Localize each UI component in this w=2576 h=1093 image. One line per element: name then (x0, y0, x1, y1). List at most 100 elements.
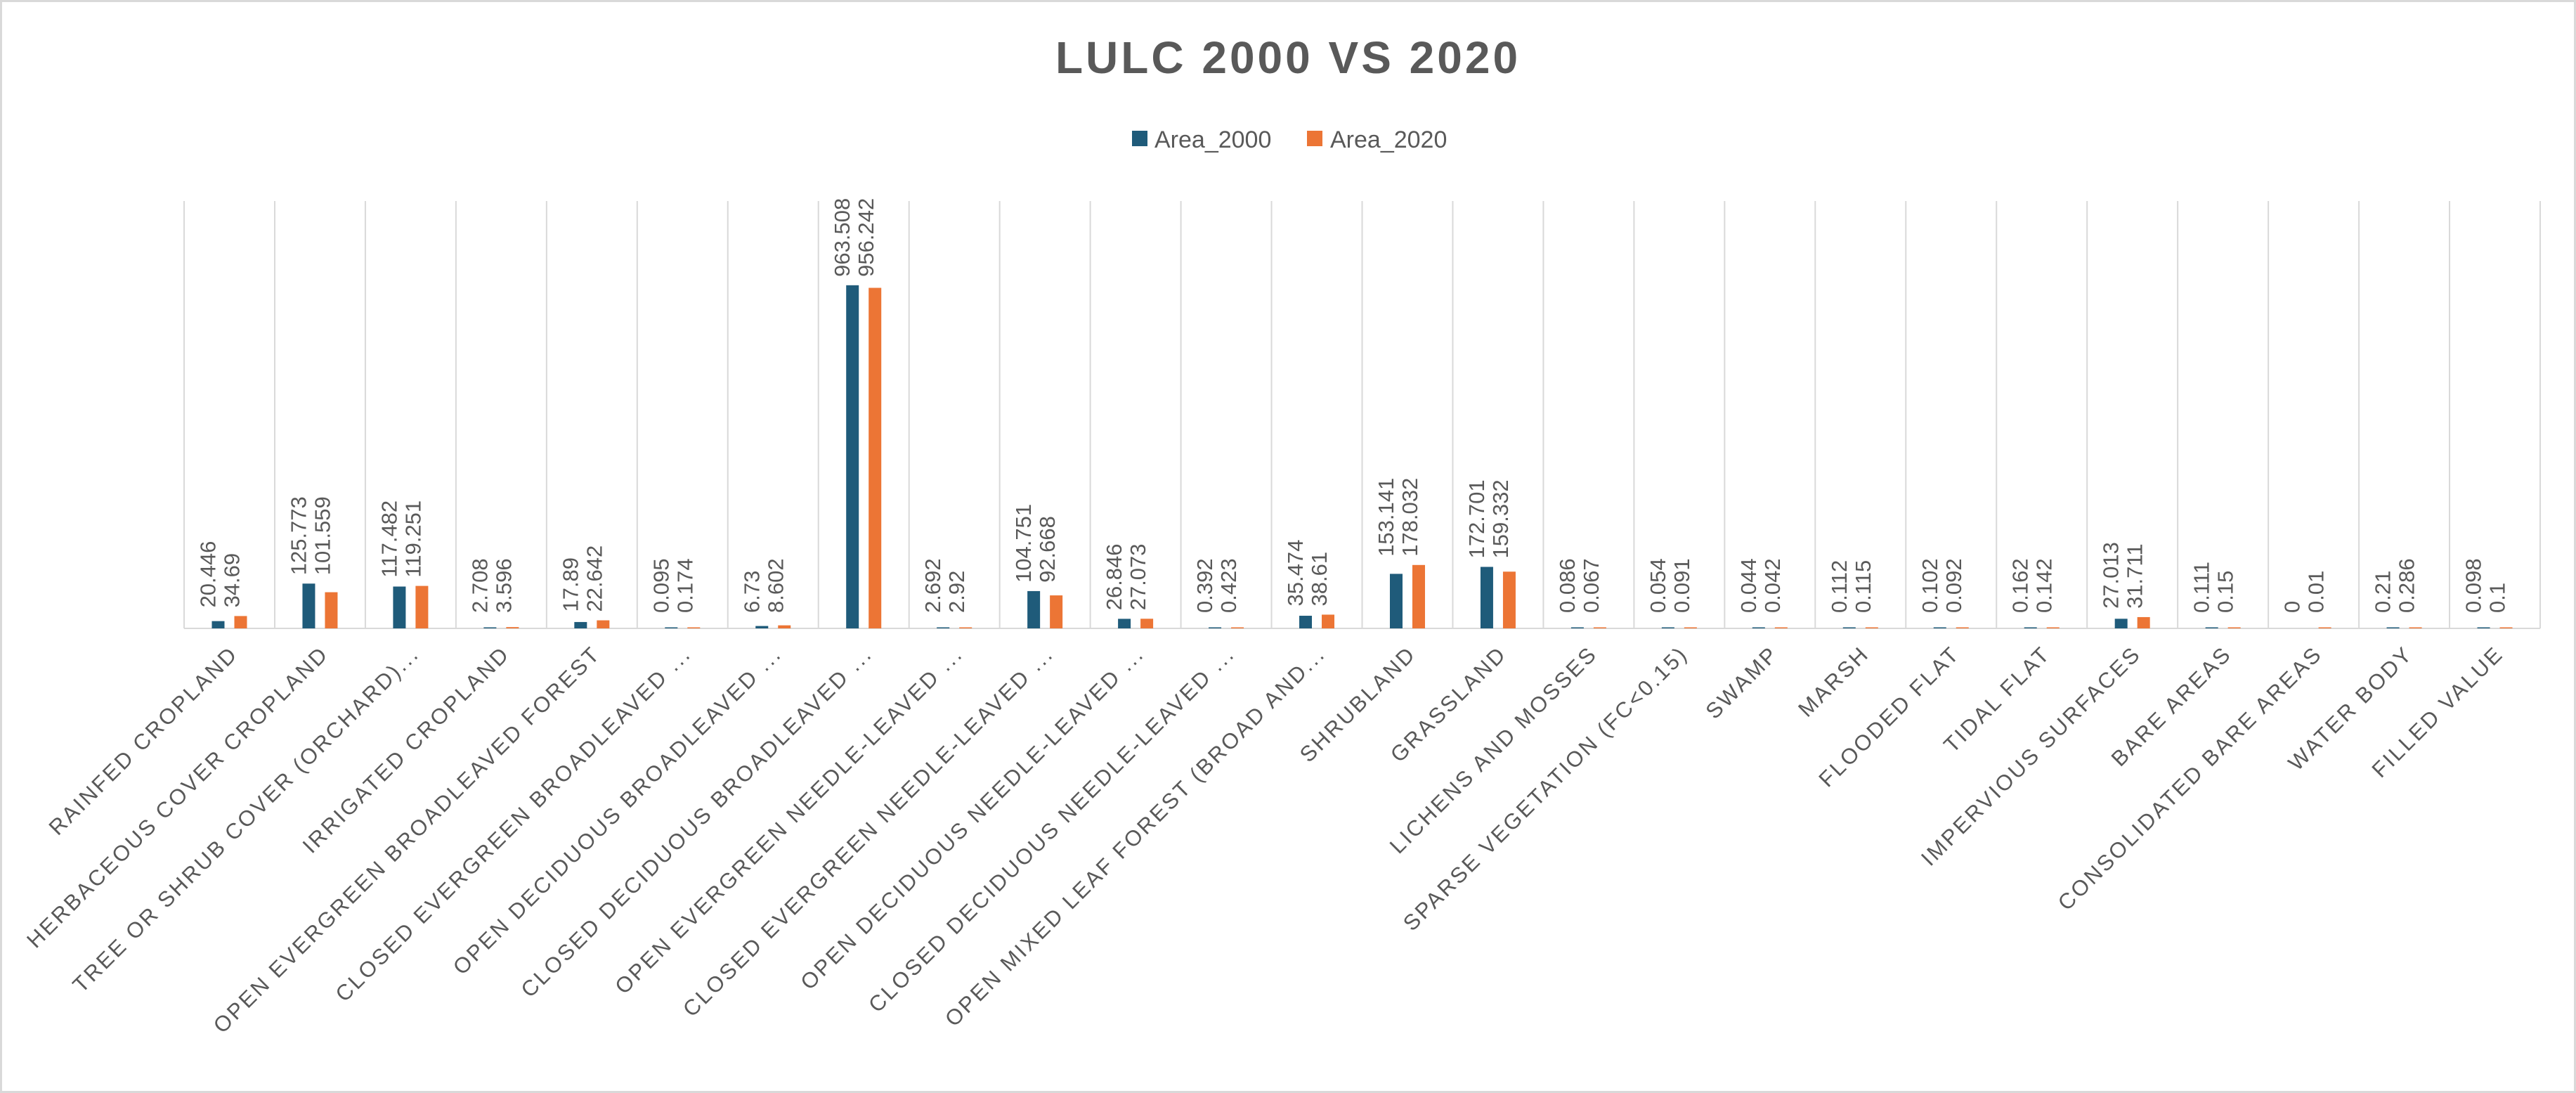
category-label-marsh: MARSH (1793, 641, 1874, 722)
category-label-tree-or-shrub-cover-orchard: TREE OR SHRUB COVER (ORCHARD)... (68, 641, 424, 997)
data-label-area-2000-bare-areas: 0.111 (2190, 562, 2214, 613)
data-label-area-2000-herbaceous-cover-cropland: 125.773 (286, 496, 311, 575)
data-label-area-2000-closed-deciduous-needle-leaved: 0.392 (1192, 558, 1217, 613)
bar-area-2020-swamp (1774, 627, 1788, 628)
bar-area-2000-flooded-flat (1933, 627, 1946, 628)
data-label-area-2000-shrubland: 153.141 (1374, 478, 1398, 557)
bar-area-2000-marsh (1842, 627, 1856, 628)
bar-area-2000-shrubland (1389, 574, 1403, 628)
bar-area-2000-open-mixed-leaf-forest-broad-and (1299, 616, 1313, 628)
bar-area-2000-open-deciduous-needle-leaved (1118, 619, 1131, 628)
data-label-area-2020-tree-or-shrub-cover-orchard: 119.251 (401, 500, 425, 578)
bar-area-2000-closed-deciduous-broadleaved (846, 285, 859, 628)
bar-area-2000-grassland (1480, 567, 1493, 628)
bar-area-2000-closed-evergreen-needle-leaved (1027, 590, 1041, 628)
data-label-area-2020-sparse-vegetation-fc-0-15: 0.091 (1670, 558, 1694, 613)
bar-area-2020-grassland (1502, 571, 1516, 628)
bar-area-2020-sparse-vegetation-fc-0-15 (1684, 627, 1697, 628)
data-label-area-2020-closed-deciduous-broadleaved: 956.242 (854, 198, 878, 277)
data-label-area-2020-closed-evergreen-broadleaved: 0.174 (672, 558, 697, 613)
bar-area-2020-closed-evergreen-broadleaved (687, 627, 701, 628)
data-label-area-2000-open-deciduous-needle-leaved: 26.846 (1102, 543, 1126, 610)
bar-area-2000-impervious-surfaces (2114, 619, 2128, 628)
plot-area: 20.446 34.69 RAINFED CROPLAND 125.773 101.55… (22, 198, 2541, 1038)
category-label-closed-deciduous-broadleaved: CLOSED DECIDUOUS BROADLEAVED ... (516, 641, 877, 1002)
data-label-area-2000-tidal-flat: 0.162 (2008, 558, 2033, 613)
bar-area-2000-water-body (2386, 627, 2400, 628)
data-label-area-2000-grassland: 172.701 (1464, 479, 1489, 558)
data-label-area-2020-lichens-and-mosses: 0.067 (1579, 558, 1604, 613)
data-label-area-2020-water-body: 0.286 (2395, 558, 2419, 613)
bar-area-2020-water-body (2409, 627, 2422, 628)
data-label-area-2020-consolidated-bare-areas: 0.01 (2304, 571, 2329, 613)
legend-swatch-area-2020 (1307, 131, 1322, 146)
bar-area-2020-impervious-surfaces (2137, 616, 2150, 628)
bar-area-2020-open-deciduous-needle-leaved (1140, 619, 1154, 628)
bar-area-2000-open-deciduous-broadleaved (755, 626, 769, 628)
bar-area-2000-sparse-vegetation-fc-0-15 (1661, 627, 1674, 628)
bar-area-2020-marsh (1865, 627, 1878, 628)
bar-area-2020-consolidated-bare-areas (2318, 627, 2331, 628)
data-label-area-2020-open-evergreen-broadleaved-forest: 22.642 (582, 545, 606, 612)
bar-area-2000-filled-value (2477, 627, 2490, 628)
bar-area-2020-open-deciduous-broadleaved (778, 625, 791, 628)
bar-area-2000-herbaceous-cover-cropland (302, 583, 316, 628)
data-label-area-2000-sparse-vegetation-fc-0-15: 0.054 (1646, 558, 1670, 613)
data-label-area-2000-lichens-and-mosses: 0.086 (1555, 558, 1580, 613)
bar-area-2000-tidal-flat (2024, 627, 2037, 628)
data-label-area-2020-open-mixed-leaf-forest-broad-and: 38.61 (1307, 552, 1332, 607)
legend: Area_2000 Area_2020 (1132, 127, 1447, 153)
data-label-area-2000-rainfed-cropland: 20.446 (195, 541, 220, 608)
data-label-area-2000-irrigated-cropland: 2.708 (467, 558, 492, 613)
bar-area-2020-lichens-and-mosses (1593, 627, 1606, 628)
data-label-area-2020-filled-value: 0.1 (2485, 583, 2510, 613)
bar-area-2000-swamp (1752, 627, 1765, 628)
bar-area-2000-bare-areas (2205, 627, 2218, 628)
chart-title: LULC 2000 VS 2020 (1055, 32, 1521, 83)
bar-area-2020-closed-deciduous-needle-leaved (1231, 627, 1244, 628)
data-label-area-2020-open-deciduous-broadleaved: 8.602 (763, 558, 788, 613)
data-label-area-2000-tree-or-shrub-cover-orchard: 117.482 (377, 500, 401, 578)
bar-area-2000-closed-evergreen-broadleaved (665, 627, 678, 628)
bar-area-2020-irrigated-cropland (506, 627, 519, 628)
data-label-area-2020-swamp: 0.042 (1760, 558, 1785, 613)
bar-area-2020-shrubland (1412, 564, 1425, 628)
data-label-area-2000-open-deciduous-broadleaved: 6.73 (739, 571, 764, 613)
data-label-area-2020-marsh: 0.115 (1851, 560, 1875, 613)
bar-area-2000-tree-or-shrub-cover-orchard (393, 586, 406, 628)
data-label-area-2000-impervious-surfaces: 27.013 (2099, 542, 2123, 609)
bar-area-2020-open-evergreen-needle-leaved (959, 627, 972, 628)
category-label-open-evergreen-needle-leaved: OPEN EVERGREEN NEEDLE-LEAVED ... (610, 641, 968, 999)
data-label-area-2000-closed-evergreen-broadleaved: 0.095 (649, 558, 673, 613)
data-label-area-2020-open-evergreen-needle-leaved: 2.92 (944, 571, 969, 613)
data-label-area-2020-herbaceous-cover-cropland: 101.559 (310, 496, 334, 575)
data-label-area-2000-filled-value: 0.098 (2461, 558, 2486, 613)
bar-area-2000-rainfed-cropland (212, 621, 225, 628)
data-label-area-2020-closed-deciduous-needle-leaved: 0.423 (1216, 558, 1241, 613)
data-label-area-2000-consolidated-bare-areas: 0 (2280, 601, 2305, 613)
legend-label-area-2020: Area_2020 (1330, 127, 1447, 153)
category-label-open-deciduous-needle-leaved: OPEN DECIDUOUS NEEDLE-LEAVED ... (795, 641, 1149, 995)
data-label-area-2000-open-evergreen-needle-leaved: 2.692 (921, 558, 945, 613)
data-label-area-2000-closed-evergreen-needle-leaved: 104.751 (1011, 504, 1036, 583)
bar-area-2020-flooded-flat (1956, 627, 1969, 628)
bar-area-2000-lichens-and-mosses (1570, 627, 1584, 628)
legend-label-area-2000: Area_2000 (1154, 127, 1271, 153)
data-label-area-2000-marsh: 0.112 (1827, 560, 1852, 613)
category-label-herbaceous-cover-cropland: HERBACEOUS COVER CROPLAND (22, 641, 333, 952)
bar-area-2000-open-evergreen-needle-leaved (937, 627, 950, 628)
data-label-area-2020-impervious-surfaces: 31.711 (2123, 543, 2147, 609)
data-label-area-2020-irrigated-cropland: 3.596 (491, 558, 516, 613)
bar-area-2020-bare-areas (2227, 627, 2241, 628)
bar-area-2020-open-mixed-leaf-forest-broad-and (1322, 614, 1335, 628)
bar-area-2020-herbaceous-cover-cropland (325, 592, 338, 628)
data-label-area-2020-tidal-flat: 0.142 (2032, 558, 2057, 613)
category-label-open-deciduous-broadleaved: OPEN DECIDUOUS BROADLEAVED ... (448, 641, 786, 979)
bar-area-2020-closed-deciduous-broadleaved (869, 287, 882, 628)
data-label-area-2000-swamp: 0.044 (1736, 558, 1761, 613)
data-label-area-2000-closed-deciduous-broadleaved: 963.508 (830, 198, 854, 277)
bar-area-2020-tidal-flat (2046, 627, 2060, 628)
bar-area-2020-tree-or-shrub-cover-orchard (415, 586, 429, 628)
data-label-area-2020-bare-areas: 0.15 (2213, 571, 2238, 613)
